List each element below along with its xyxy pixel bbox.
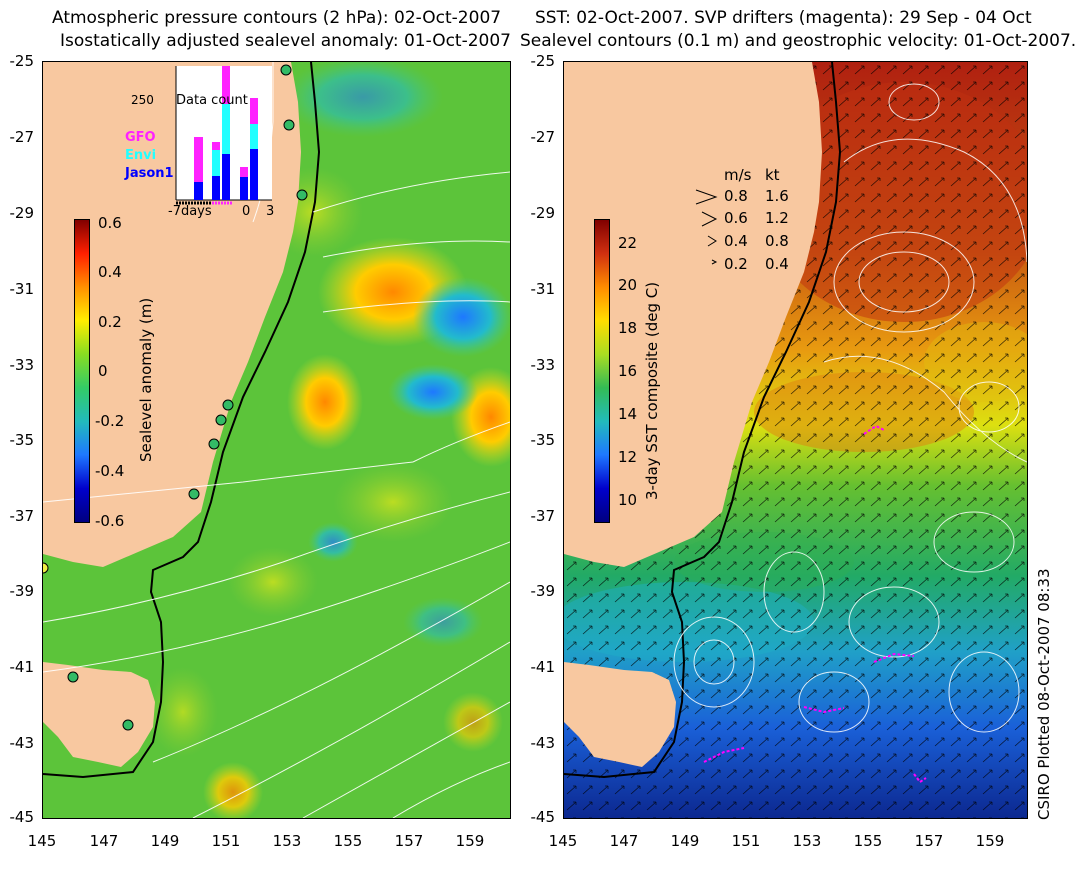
sealevel-contours (673, 83, 1027, 733)
shelf-contour (43, 62, 321, 779)
sla-cbar-tick: 0.4 (98, 263, 122, 281)
sst-cbar-tick: 22 (618, 234, 638, 252)
right-map-panel (563, 61, 1028, 819)
sla-cbar-tick: 0 (98, 362, 108, 380)
land-tasmania-sst (564, 662, 676, 767)
lat-tick: -45 (9, 808, 35, 826)
svp-drifter-tracks (703, 424, 927, 784)
legend-envi: Envi (125, 148, 157, 163)
lon-tick: 149 (670, 832, 700, 850)
sla-cbar-tick: -0.4 (95, 462, 125, 480)
lat-tick: -29 (530, 204, 556, 222)
sst-cbar-tick: 16 (618, 362, 638, 380)
velocity-key-ms: 0.8 (724, 187, 748, 205)
lon-tick: 147 (89, 832, 119, 850)
data-count-chart (175, 66, 272, 205)
lat-tick: -41 (9, 658, 35, 676)
lat-tick: -35 (9, 431, 35, 449)
data-count-bars (194, 66, 258, 200)
velocity-key-kt: 0.4 (765, 255, 789, 273)
sla-colorbar (74, 219, 90, 523)
lat-tick: -27 (530, 128, 556, 146)
lat-tick: -45 (530, 808, 556, 826)
lat-tick: -29 (9, 204, 35, 222)
right-title-line2: Sealevel contours (0.1 m) and geostrophi… (520, 31, 1077, 51)
sst-cbar-tick: 12 (618, 448, 638, 466)
lat-tick: -25 (9, 52, 35, 70)
lat-tick: -43 (9, 734, 35, 752)
lon-tick: 159 (975, 832, 1005, 850)
lat-tick: -37 (530, 507, 556, 525)
data-count-title: Data count (176, 93, 248, 108)
pressure-contours (43, 62, 510, 818)
tide-gauge-stations (43, 64, 308, 731)
sst-cbar-tick: 20 (618, 276, 638, 294)
sla-cbar-tick: 0.2 (98, 313, 122, 331)
lon-tick: 149 (150, 832, 180, 850)
lat-tick: -37 (9, 507, 35, 525)
lon-tick: 159 (455, 832, 485, 850)
sst-cbar-tick: 18 (618, 319, 638, 337)
lat-tick: -41 (530, 658, 556, 676)
sla-cbar-tick: -0.2 (95, 412, 125, 430)
velocity-key-kt: 1.2 (765, 209, 789, 227)
sst-cbar-tick: 14 (618, 405, 638, 423)
lon-tick: 145 (548, 832, 578, 850)
sla-cbar-tick: 0.6 (98, 214, 122, 232)
inset-x-label-end: 3 (266, 204, 275, 219)
velocity-key-ms: 0.6 (724, 209, 748, 227)
lon-tick: 155 (333, 832, 363, 850)
sla-colorbar-title: Sealevel anomaly (m) (137, 297, 155, 462)
velocity-key-kt: 0.8 (765, 232, 789, 250)
lon-tick: 157 (914, 832, 944, 850)
land-tasmania (43, 662, 155, 767)
lon-tick: 153 (272, 832, 302, 850)
right-map-svg (564, 62, 1027, 818)
lat-tick: -27 (9, 128, 35, 146)
sla-cbar-tick: -0.6 (95, 512, 125, 530)
velocity-key-ms: 0.2 (724, 255, 748, 273)
lat-tick: -39 (9, 582, 35, 600)
lon-tick: 151 (731, 832, 761, 850)
lat-tick: -33 (9, 356, 35, 374)
plot-credit: CSIRO Plotted 08-Oct-2007 08:33 (1035, 568, 1053, 820)
velocity-key-ms: 0.4 (724, 232, 748, 250)
lon-tick: 145 (27, 832, 57, 850)
left-title-line1: Atmospheric pressure contours (2 hPa): 0… (52, 8, 502, 28)
sst-colorbar (594, 219, 610, 523)
velocity-key-header-ms: m/s (724, 166, 752, 184)
lon-tick: 157 (394, 832, 424, 850)
sst-cbar-tick: 10 (618, 491, 638, 509)
lat-tick: -31 (530, 280, 556, 298)
inset-x-label-start: -7days (168, 204, 212, 219)
legend-jason1: Jason1 (125, 166, 174, 181)
sla-low-central (388, 364, 478, 420)
left-title-line2: Isostatically adjusted sealevel anomaly:… (60, 31, 511, 51)
lat-tick: -25 (530, 52, 556, 70)
velocity-key-header-kt: kt (765, 166, 780, 184)
inset-x-label-zero: 0 (242, 204, 251, 219)
lon-tick: 153 (792, 832, 822, 850)
right-title-line1: SST: 02-Oct-2007. SVP drifters (magenta)… (535, 8, 1032, 28)
lon-tick: 155 (853, 832, 883, 850)
velocity-key-kt: 1.6 (765, 187, 789, 205)
lon-tick: 147 (609, 832, 639, 850)
sla-low-east (413, 277, 510, 357)
data-count-max: 250 (131, 93, 154, 107)
lon-tick: 151 (211, 832, 241, 850)
legend-gfo: GFO (125, 130, 156, 145)
left-map-panel (42, 61, 511, 819)
lat-tick: -33 (530, 356, 556, 374)
sla-high-central (287, 354, 363, 450)
velocity-key-arrows (695, 189, 718, 265)
left-map-svg (43, 62, 510, 818)
lat-tick: -39 (530, 582, 556, 600)
lat-tick: -31 (9, 280, 35, 298)
sst-colorbar-title: 3-day SST composite (deg C) (643, 281, 661, 500)
data-count-inset (172, 66, 282, 216)
lat-tick: -35 (530, 431, 556, 449)
land-mainland-sst (564, 62, 822, 567)
lat-tick: -43 (530, 734, 556, 752)
